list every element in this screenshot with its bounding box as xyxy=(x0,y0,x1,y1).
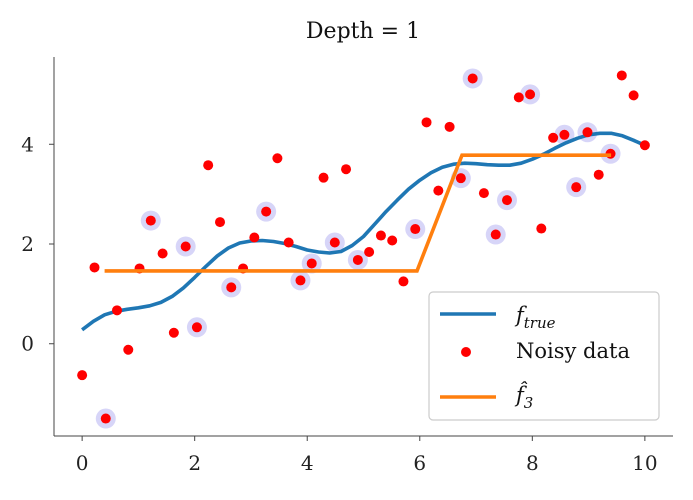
data-point xyxy=(89,262,100,273)
y-ticks: 0 2 4 xyxy=(21,132,54,356)
data-point xyxy=(571,182,582,193)
data-point xyxy=(145,215,156,226)
data-point xyxy=(525,89,536,100)
data-point xyxy=(329,237,340,248)
data-point xyxy=(249,232,260,243)
plot-area xyxy=(77,68,650,429)
y-tick-label: 4 xyxy=(21,132,34,156)
legend: ftrue Noisy data f̂3 xyxy=(428,291,660,421)
x-tick-label: 8 xyxy=(526,451,539,475)
data-point xyxy=(180,241,191,252)
data-point xyxy=(639,140,650,151)
data-point xyxy=(168,327,179,338)
data-point xyxy=(318,172,329,183)
data-point xyxy=(501,195,512,206)
chart-title: Depth = 1 xyxy=(306,19,420,44)
data-point xyxy=(478,188,489,199)
data-point xyxy=(352,254,363,265)
x-tick-label: 6 xyxy=(413,451,426,475)
data-point xyxy=(410,224,421,235)
data-point xyxy=(283,237,294,248)
data-point xyxy=(616,70,627,81)
y-tick-label: 0 xyxy=(21,332,34,356)
data-point xyxy=(444,121,455,132)
data-point xyxy=(398,276,409,287)
data-point xyxy=(375,230,386,241)
data-point xyxy=(123,344,134,355)
x-ticks: 0 2 4 6 8 10 xyxy=(76,436,658,475)
data-point xyxy=(490,229,501,240)
data-point xyxy=(548,132,559,143)
data-point xyxy=(593,169,604,180)
series-line-f-true xyxy=(81,131,646,332)
data-point xyxy=(536,223,547,234)
data-point xyxy=(433,185,444,196)
legend-frame xyxy=(428,291,660,421)
data-point xyxy=(341,164,352,175)
x-tick-label: 4 xyxy=(301,451,314,475)
data-point xyxy=(364,246,375,257)
data-point xyxy=(628,90,639,101)
data-point xyxy=(226,282,237,293)
data-point xyxy=(467,73,478,84)
data-point xyxy=(203,160,214,171)
x-tick-label: 2 xyxy=(188,451,201,475)
data-point xyxy=(295,275,306,286)
data-point xyxy=(582,127,593,138)
x-tick-label: 0 xyxy=(76,451,89,475)
x-tick-label: 10 xyxy=(632,451,657,475)
data-point xyxy=(191,322,202,333)
data-point xyxy=(272,153,283,164)
data-point xyxy=(455,173,466,184)
data-point xyxy=(77,370,88,381)
data-point xyxy=(261,206,272,217)
series-line-f-hat-3 xyxy=(104,153,612,273)
y-tick-label: 2 xyxy=(21,232,34,256)
data-point xyxy=(306,258,317,269)
data-point xyxy=(157,248,168,259)
data-point xyxy=(559,129,570,140)
legend-label-f-true: ftrue xyxy=(514,303,556,332)
legend-swatch-noisy-data xyxy=(461,347,471,357)
data-point xyxy=(421,117,432,128)
data-point xyxy=(387,235,398,246)
data-point xyxy=(513,92,524,103)
data-point xyxy=(100,413,111,424)
data-point xyxy=(215,217,226,228)
legend-label-noisy-data: Noisy data xyxy=(516,339,630,363)
data-point xyxy=(112,305,123,316)
